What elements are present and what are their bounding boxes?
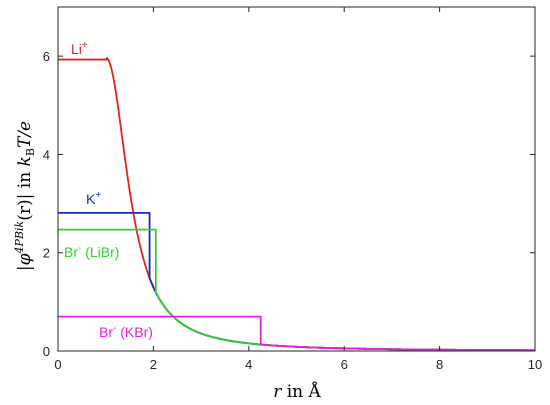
plot-lines: [58, 56, 536, 352]
series-line-0: [58, 56, 536, 352]
x-tick-label-1: 2: [150, 357, 157, 372]
y-tick-label-3: 6: [43, 49, 50, 64]
ticks: [57, 7, 536, 352]
plot-frame: [57, 6, 536, 352]
y-tick-label-2: 4: [43, 147, 50, 162]
x-tick-label-0: 0: [54, 357, 61, 372]
series-label-k: K+: [86, 190, 101, 207]
series-label-br-libr: Br- (LiBr): [64, 243, 119, 260]
x-tick-label-5: 10: [528, 357, 542, 372]
tick-labels: 0 2 4 6 8 10 0 2 4 6: [43, 49, 542, 372]
x-tick-label-3: 6: [341, 357, 348, 372]
series-label-li: Li+: [71, 40, 88, 57]
series-line-3: [58, 315, 536, 352]
x-axis-title: r in Å: [273, 381, 321, 402]
y-axis-title: |φ4PBik(r)| in kBT/e: [13, 121, 37, 271]
x-tick-label-4: 8: [436, 357, 443, 372]
series-label-br-kbr: Br- (KBr): [99, 323, 153, 340]
y-tick-label-0: 0: [43, 344, 50, 359]
x-tick-label-2: 4: [245, 357, 252, 372]
y-tick-label-1: 2: [43, 246, 50, 261]
